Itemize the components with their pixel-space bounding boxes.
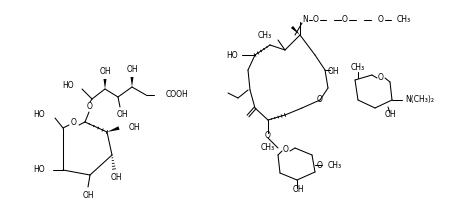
Text: O: O — [377, 74, 383, 83]
Polygon shape — [290, 26, 299, 35]
Text: N: N — [302, 16, 307, 25]
Text: HO: HO — [62, 81, 74, 90]
Text: O: O — [377, 16, 383, 25]
Text: CH₃: CH₃ — [257, 32, 271, 41]
Text: COOH: COOH — [166, 90, 188, 99]
Text: O: O — [316, 95, 322, 104]
Text: HO: HO — [226, 51, 237, 60]
Text: O: O — [282, 145, 288, 154]
Text: OH: OH — [116, 111, 128, 120]
Text: CH₃: CH₃ — [260, 143, 274, 152]
Polygon shape — [130, 77, 133, 87]
Text: OH: OH — [82, 191, 94, 200]
Text: N(CH₃)₂: N(CH₃)₂ — [404, 95, 433, 104]
Text: HO: HO — [34, 166, 45, 175]
Text: CH₃: CH₃ — [396, 16, 410, 25]
Text: O: O — [71, 118, 77, 127]
Text: O: O — [313, 16, 318, 25]
Text: OH: OH — [126, 65, 138, 74]
Text: CH₃: CH₃ — [350, 64, 364, 72]
Polygon shape — [107, 126, 119, 132]
Text: HO: HO — [34, 111, 45, 120]
Text: O: O — [341, 16, 347, 25]
Text: O: O — [316, 161, 322, 170]
Text: OH: OH — [383, 111, 395, 120]
Polygon shape — [103, 79, 106, 89]
Text: OH: OH — [99, 67, 111, 76]
Text: OH: OH — [129, 122, 140, 131]
Text: OH: OH — [110, 173, 122, 182]
Text: CH₃: CH₃ — [327, 161, 341, 170]
Text: OH: OH — [291, 185, 303, 194]
Text: O: O — [87, 102, 93, 111]
Text: OH: OH — [327, 67, 339, 76]
Text: O: O — [264, 131, 270, 140]
